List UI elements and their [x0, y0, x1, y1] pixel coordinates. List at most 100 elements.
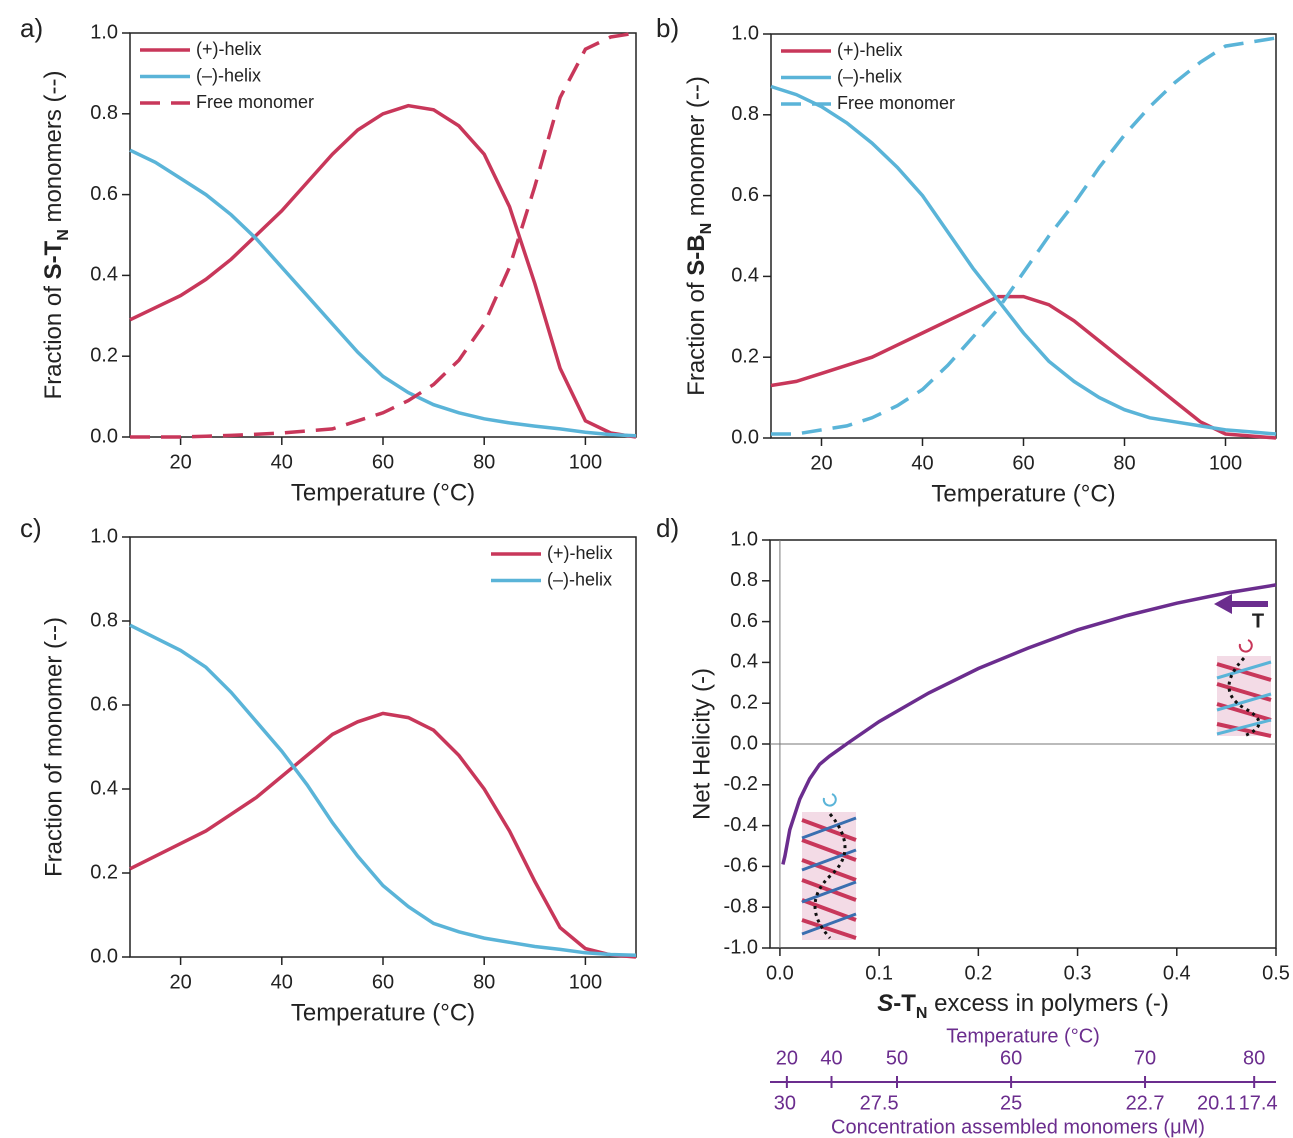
helix-strands: [801, 816, 857, 936]
secondary-tick-label: 20: [776, 1047, 798, 1069]
y-axis-label-part: S-T: [40, 240, 67, 279]
series-line: [771, 36, 1277, 436]
y-tick-label: 0.4: [90, 264, 118, 286]
helix-backbone: [813, 813, 847, 940]
secondary-tick-label: 50: [886, 1047, 908, 1069]
y-tick-label: 1.0: [731, 22, 759, 44]
x-axis-label-part: S: [877, 990, 893, 1017]
x-tick-label: 60: [372, 451, 394, 473]
y-axis-label: Fraction of monomer (--): [40, 617, 67, 877]
y-tick-label: 1.0: [90, 525, 118, 547]
y-tick-label: 0.2: [730, 691, 758, 713]
x-axis-label-part: -T: [893, 990, 916, 1017]
y-tick-label: 0.0: [730, 732, 758, 754]
x-tick-label: 80: [1113, 452, 1135, 474]
y-tick-label: 1.0: [730, 528, 758, 550]
y-tick-label: 0.6: [90, 183, 118, 205]
x-tick-label: 0.1: [865, 962, 893, 984]
panel-label: a): [20, 13, 43, 43]
y-tick-label: 0.4: [731, 265, 759, 287]
series-line: [770, 294, 1277, 440]
x-tick-label: 0.0: [766, 962, 794, 984]
y-tick-label: 0.0: [90, 945, 118, 967]
y-tick-label: 0.2: [90, 344, 118, 366]
x-axis-label-part: N: [916, 1005, 928, 1022]
y-tick-label: 0.4: [730, 651, 758, 673]
x-axis-label: Temperature (°C): [291, 999, 475, 1026]
x-tick-label: 0.5: [1262, 962, 1290, 984]
y-tick-label: -0.4: [724, 814, 758, 836]
panel-label: c): [20, 513, 42, 543]
y-tick-label: 0.6: [730, 610, 758, 632]
x-tick-label: 40: [271, 451, 293, 473]
series-line: [129, 148, 637, 438]
y-tick-label: 0.4: [90, 777, 118, 799]
rotation-icon: [1238, 639, 1253, 653]
secondary-tick-label: 60: [1000, 1047, 1022, 1069]
y-tick-label: 0.8: [731, 103, 759, 125]
x-tick-label: 60: [372, 971, 394, 993]
secondary-axis-label: Concentration assembled monomers (μM): [831, 1116, 1205, 1138]
y-tick-label: -0.2: [724, 773, 758, 795]
y-tick-label: 0.2: [731, 345, 759, 367]
y-tick-label: 0.0: [90, 425, 118, 447]
helix-strands: [801, 818, 857, 940]
y-axis-label-part: S-B: [683, 234, 710, 275]
helix-illustration: [1214, 594, 1272, 738]
legend-label: (–)-helix: [837, 66, 902, 86]
panel-label: b): [656, 13, 679, 43]
series-line: [129, 711, 637, 959]
y-tick-label: 0.0: [731, 426, 759, 448]
rotation-icon: [822, 793, 837, 807]
y-tick-label: -0.8: [724, 895, 758, 917]
x-tick-label: 100: [569, 451, 602, 473]
secondary-tick-label: 70: [1134, 1047, 1156, 1069]
legend-label: (–)-helix: [547, 569, 612, 589]
annotation: T: [1252, 610, 1264, 632]
series-line: [130, 31, 637, 439]
y-tick-label: 0.6: [731, 184, 759, 206]
x-tick-label: 40: [271, 971, 293, 993]
x-tick-label: 100: [1209, 452, 1242, 474]
secondary-tick-label: 25: [1000, 1092, 1022, 1114]
panel-label: d): [656, 513, 679, 543]
x-tick-label: 20: [169, 971, 191, 993]
y-tick-label: 0.8: [90, 102, 118, 124]
series-line: [781, 583, 1277, 865]
series-line: [129, 103, 637, 439]
legend-label: (+)-helix: [547, 543, 613, 563]
x-tick-label: 20: [810, 452, 832, 474]
secondary-tick-label: 17.4: [1239, 1092, 1278, 1114]
x-tick-label: 40: [911, 452, 933, 474]
y-axis-label-part: Fraction of: [40, 279, 67, 399]
x-tick-label: 100: [569, 971, 602, 993]
secondary-tick-label: 20.1: [1197, 1092, 1236, 1114]
x-tick-label: 0.3: [1064, 962, 1092, 984]
y-axis-label-part: monomer (--): [683, 76, 710, 223]
y-tick-label: -1.0: [724, 936, 758, 958]
helix-strands: [1216, 662, 1272, 738]
x-tick-label: 80: [473, 451, 495, 473]
legend-label: (+)-helix: [837, 40, 903, 60]
x-tick-label: 80: [473, 971, 495, 993]
y-tick-label: 0.2: [90, 861, 118, 883]
series-line: [770, 84, 1277, 436]
x-tick-label: 60: [1012, 452, 1034, 474]
y-tick-label: 0.6: [90, 693, 118, 715]
y-axis-label: Fraction of S-TN monomers (--): [40, 71, 71, 400]
x-tick-label: 0.4: [1163, 962, 1191, 984]
helix-strands: [1216, 660, 1272, 736]
legend-label: (–)-helix: [196, 65, 261, 85]
y-tick-label: 0.8: [730, 569, 758, 591]
x-axis-label: Temperature (°C): [931, 480, 1115, 507]
y-axis-label-part: Fraction of: [683, 276, 710, 396]
secondary-tick-label: 40: [820, 1047, 842, 1069]
y-axis-label-part: N: [698, 223, 715, 235]
legend-label: Free monomer: [196, 92, 314, 112]
y-tick-label: 0.8: [90, 609, 118, 631]
y-axis-label: Net Helicity (-): [688, 668, 715, 820]
x-axis-label: S-TN excess in polymers (-): [877, 990, 1169, 1021]
y-tick-label: -0.6: [724, 855, 758, 877]
x-tick-label: 0.2: [964, 962, 992, 984]
